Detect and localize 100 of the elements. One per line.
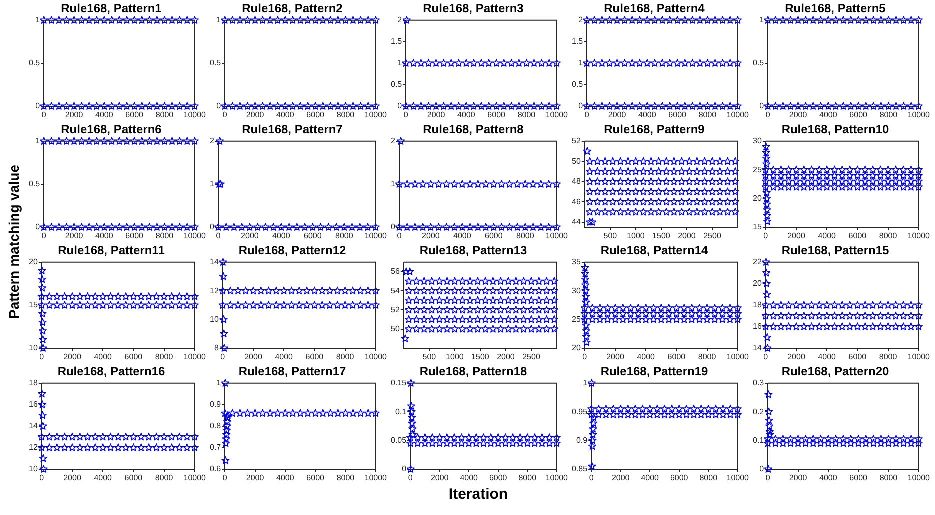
point: [436, 325, 444, 333]
point: [900, 435, 908, 443]
point: [670, 168, 678, 176]
point: [489, 296, 498, 304]
point: [724, 188, 732, 196]
point: [580, 304, 589, 312]
point: [719, 410, 728, 418]
point: [512, 277, 520, 286]
point: [412, 296, 421, 304]
point: [442, 180, 451, 188]
point: [535, 306, 544, 314]
point: [594, 404, 603, 413]
point: [412, 286, 421, 295]
point: [830, 172, 839, 180]
point: [458, 439, 466, 448]
x-tick-label: 0: [766, 473, 771, 482]
point: [808, 322, 816, 330]
point: [326, 409, 335, 418]
point: [708, 188, 717, 196]
y-tick-label: 10: [28, 464, 38, 474]
x-tick-label: 10000: [726, 473, 750, 482]
point: [542, 315, 551, 324]
point: [718, 102, 727, 110]
point: [470, 59, 478, 67]
point: [404, 306, 414, 314]
point: [876, 322, 885, 330]
x-tick-label: 6000: [670, 473, 689, 482]
point: [285, 223, 294, 231]
x-tick-label: 0: [222, 473, 228, 482]
x-tick-label: 8000: [336, 110, 356, 120]
point: [428, 325, 436, 333]
point: [596, 315, 604, 324]
point: [216, 137, 224, 145]
point: [348, 301, 357, 309]
y-tick-label: 0.1: [395, 407, 408, 416]
point: [480, 434, 488, 442]
point: [664, 310, 674, 318]
point: [815, 322, 824, 330]
point: [222, 223, 230, 231]
point: [724, 168, 732, 176]
point: [868, 301, 878, 309]
point: [594, 178, 602, 186]
point: [406, 439, 415, 448]
point: [660, 404, 669, 413]
chart-title: Rule168, Pattern8: [423, 122, 524, 137]
x-tick-label: 10000: [184, 473, 207, 482]
point: [868, 177, 878, 186]
point: [900, 166, 908, 174]
point: [688, 16, 697, 24]
point: [60, 292, 69, 300]
point: [356, 409, 365, 418]
point: [590, 419, 598, 428]
point: [588, 430, 598, 439]
point: [616, 157, 625, 166]
point: [764, 408, 774, 416]
point: [512, 286, 520, 295]
point: [342, 409, 350, 418]
point: [269, 223, 278, 231]
point: [341, 286, 350, 295]
point: [280, 301, 288, 309]
point: [601, 198, 610, 206]
point: [40, 465, 48, 473]
point: [372, 286, 380, 295]
point: [769, 172, 778, 180]
point: [410, 102, 418, 110]
point: [657, 310, 666, 318]
x-tick-label: 2000: [497, 352, 516, 362]
point: [406, 465, 415, 473]
point: [668, 410, 676, 418]
point: [524, 434, 532, 442]
point: [530, 102, 538, 110]
point: [582, 338, 591, 346]
point: [251, 409, 260, 418]
point: [690, 410, 698, 418]
y-tick-label: 0: [760, 102, 765, 111]
point: [442, 223, 451, 231]
point: [907, 435, 916, 443]
x-tick-label: 2000: [678, 231, 696, 240]
point: [223, 418, 232, 426]
x-tick-label: 10000: [184, 110, 207, 120]
y-tick-label: 0: [578, 102, 584, 111]
point: [678, 188, 686, 196]
point: [675, 404, 684, 413]
point: [907, 439, 916, 448]
point: [846, 322, 854, 330]
point: [190, 444, 199, 452]
point: [628, 16, 636, 24]
point: [914, 301, 923, 309]
x-tick-label: 1500: [472, 352, 490, 362]
point: [838, 301, 846, 309]
point: [450, 434, 459, 442]
point: [700, 178, 709, 186]
point: [550, 315, 559, 324]
point: [420, 286, 428, 295]
point: [700, 198, 709, 206]
point: [907, 312, 916, 320]
point: [508, 59, 516, 67]
point: [447, 102, 456, 110]
point: [434, 180, 443, 188]
point: [710, 310, 719, 318]
